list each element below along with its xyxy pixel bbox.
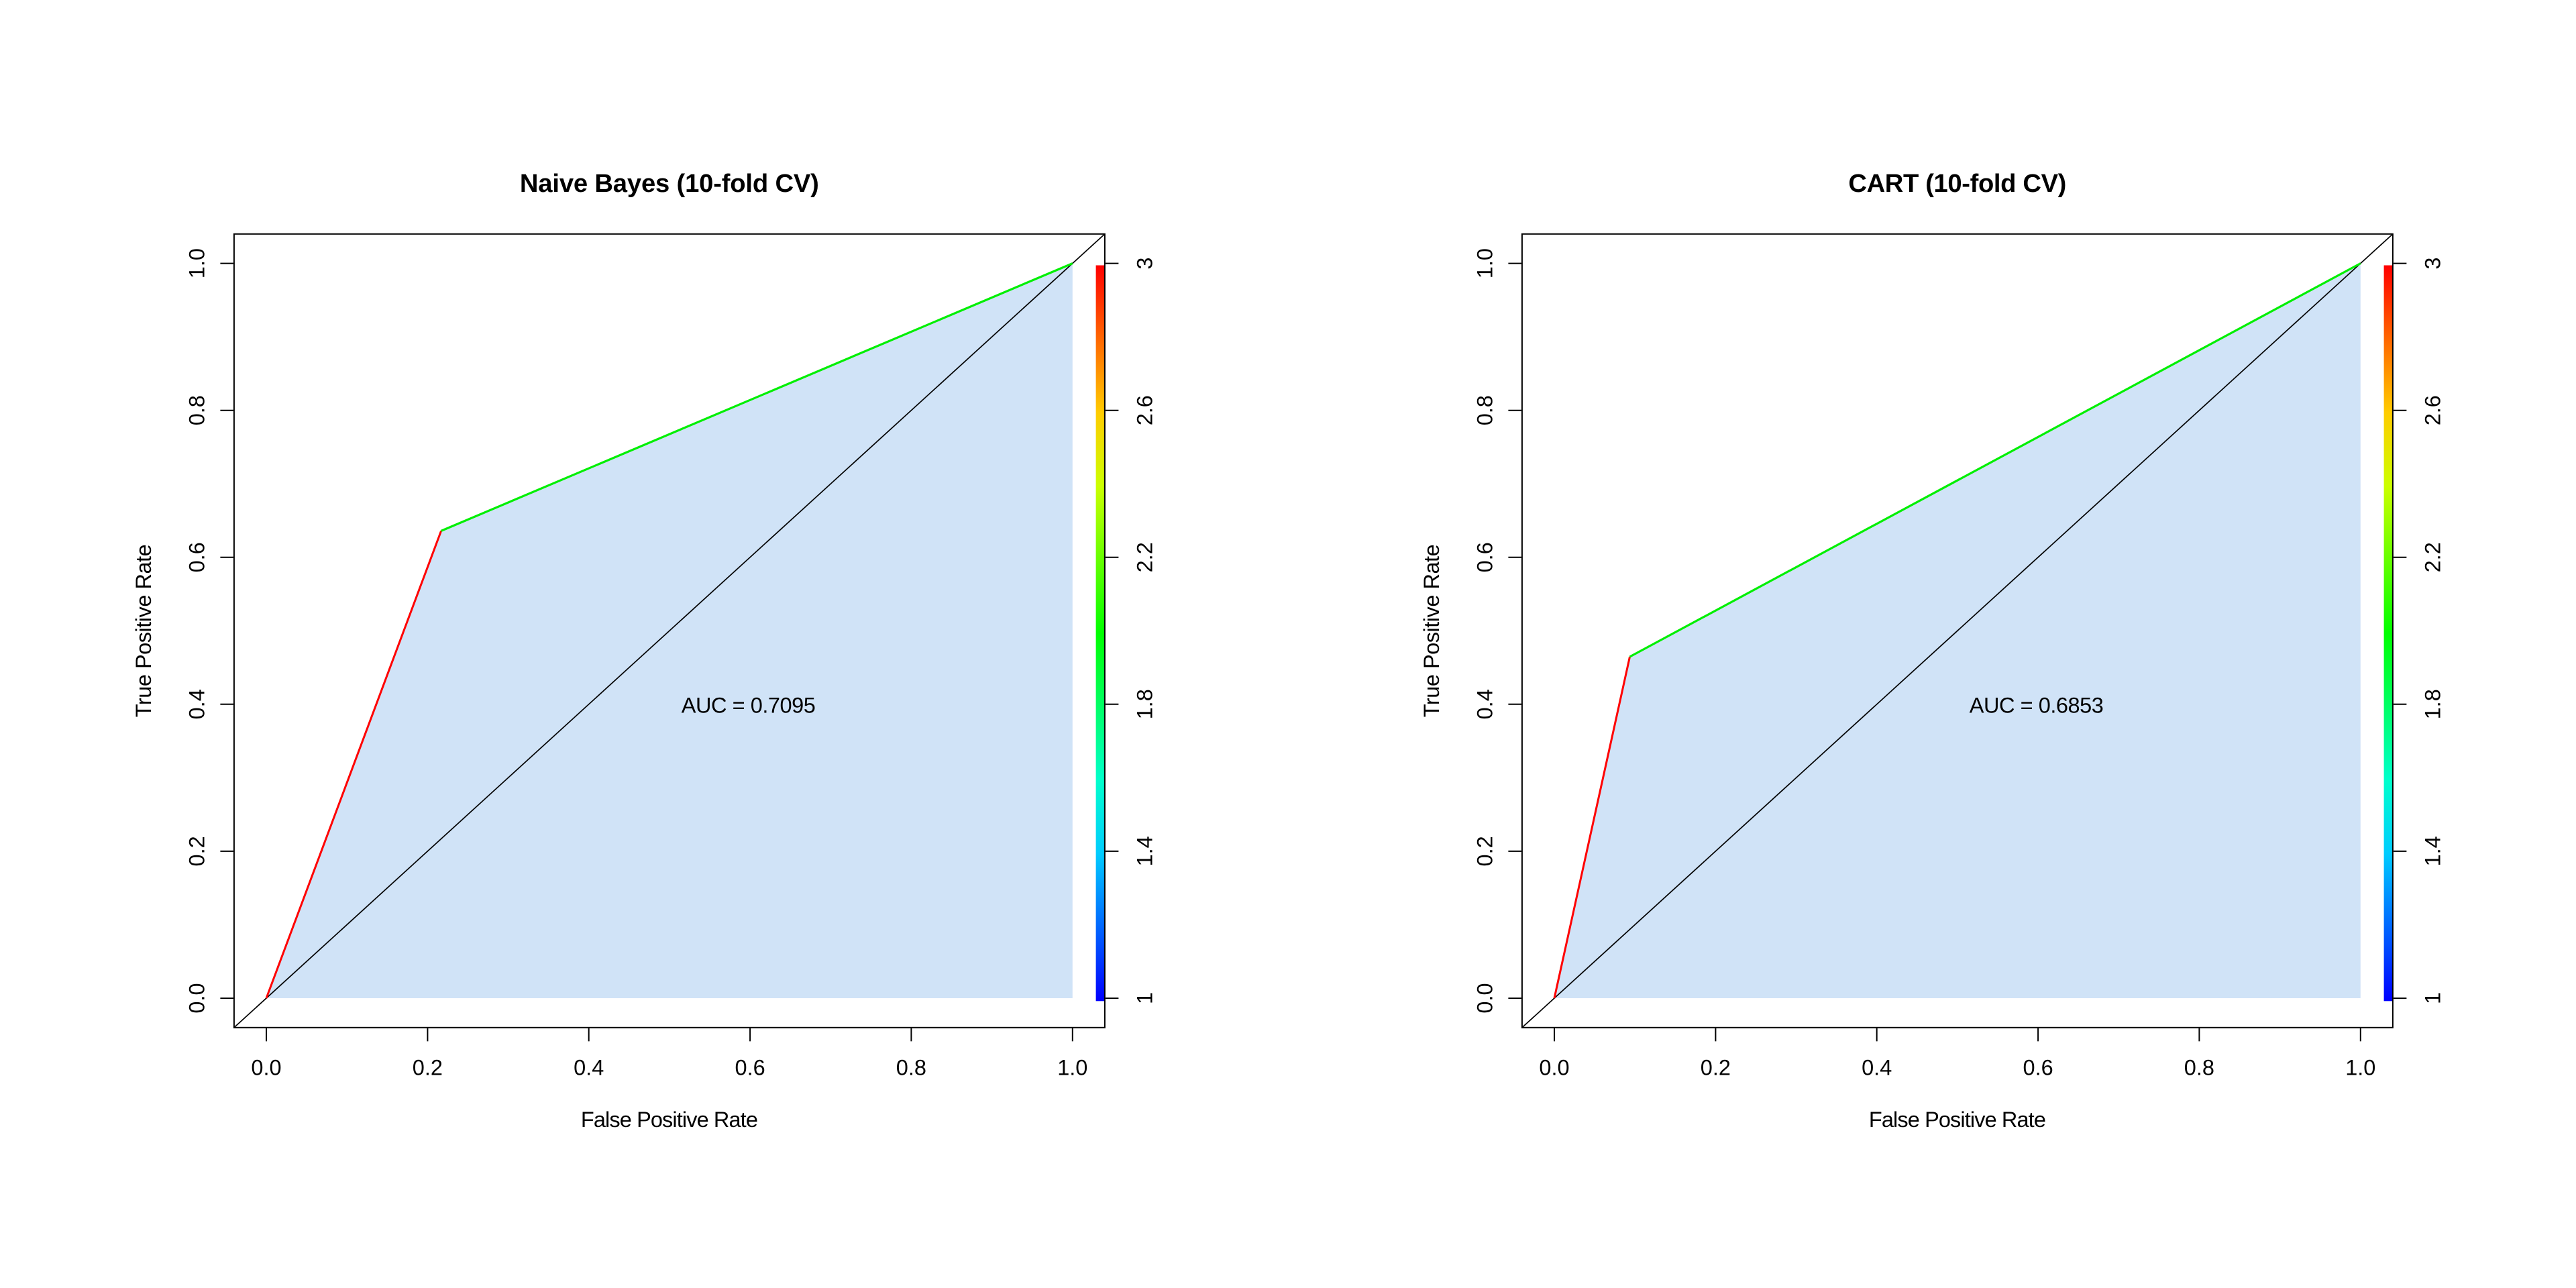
svg-text:2.2: 2.2 [2420,542,2445,572]
svg-text:1.4: 1.4 [2420,836,2445,866]
svg-text:0.0: 0.0 [184,983,209,1013]
svg-text:1: 1 [2420,992,2445,1004]
svg-text:0.8: 0.8 [1472,395,1497,425]
svg-text:0.4: 0.4 [1862,1055,1892,1079]
svg-text:0.6: 0.6 [2023,1055,2053,1079]
svg-text:3: 3 [1132,258,1157,270]
svg-text:False Positive Rate: False Positive Rate [581,1108,758,1132]
svg-text:0.0: 0.0 [1472,983,1497,1013]
svg-text:1.0: 1.0 [184,248,209,278]
svg-text:2.2: 2.2 [1132,542,1157,572]
svg-text:AUC = 0.6853: AUC = 0.6853 [1970,694,2104,718]
svg-text:1: 1 [1132,992,1157,1004]
svg-text:CART (10-fold CV): CART (10-fold CV) [1848,169,2066,198]
svg-text:1.8: 1.8 [1132,689,1157,719]
svg-text:Naive Bayes (10-fold CV): Naive Bayes (10-fold CV) [520,169,819,198]
svg-text:0.2: 0.2 [184,836,209,866]
svg-text:1.0: 1.0 [1057,1055,1087,1079]
svg-text:0.8: 0.8 [184,395,209,425]
svg-text:1.8: 1.8 [2420,689,2445,719]
svg-text:0.8: 0.8 [2184,1055,2214,1079]
svg-text:0.2: 0.2 [413,1055,443,1079]
svg-text:0.8: 0.8 [896,1055,926,1079]
svg-text:1.4: 1.4 [1132,836,1157,866]
svg-text:2.6: 2.6 [1132,395,1157,425]
svg-text:0.0: 0.0 [1539,1055,1569,1079]
svg-text:2.6: 2.6 [2420,395,2445,425]
svg-text:3: 3 [2420,258,2445,270]
svg-text:0.6: 0.6 [184,542,209,572]
svg-text:1.0: 1.0 [1472,248,1497,278]
svg-text:0.2: 0.2 [1701,1055,1731,1079]
svg-text:False Positive Rate: False Positive Rate [1869,1108,2046,1132]
svg-text:True Positive Rate: True Positive Rate [131,544,156,717]
svg-text:True Positive Rate: True Positive Rate [1419,544,1444,717]
svg-text:1.0: 1.0 [2345,1055,2375,1079]
svg-text:0.0: 0.0 [251,1055,281,1079]
svg-text:AUC = 0.7095: AUC = 0.7095 [682,694,816,718]
svg-text:0.2: 0.2 [1472,836,1497,866]
svg-text:0.4: 0.4 [184,689,209,719]
svg-text:0.6: 0.6 [1472,542,1497,572]
svg-text:0.4: 0.4 [574,1055,604,1079]
svg-text:0.6: 0.6 [735,1055,765,1079]
svg-text:0.4: 0.4 [1472,689,1497,719]
